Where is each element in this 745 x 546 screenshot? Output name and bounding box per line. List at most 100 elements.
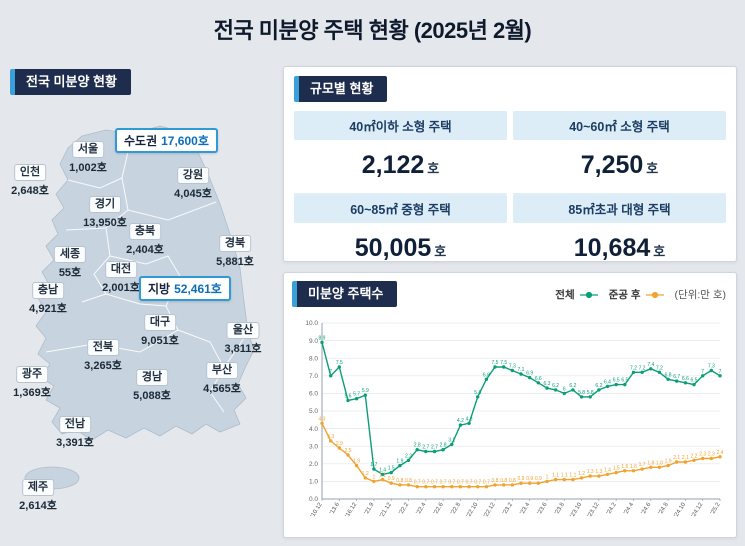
svg-text:4.0: 4.0 [309,426,318,433]
svg-text:'24.8: '24.8 [658,501,670,516]
svg-text:0.7: 0.7 [474,480,481,486]
svg-text:7: 7 [701,369,704,375]
map-panel: 전국 미분양 현황 [8,66,280,544]
svg-text:3.3: 3.3 [327,434,334,440]
svg-text:0.7: 0.7 [414,480,421,486]
svg-text:1.9: 1.9 [665,459,672,465]
svg-text:5.0: 5.0 [309,408,318,415]
legend-marker-completed-icon [645,291,664,298]
svg-text:'23.2: '23.2 [502,501,514,516]
svg-text:1.7: 1.7 [639,462,646,468]
svg-text:'24.2: '24.2 [606,501,618,516]
svg-text:2.1: 2.1 [673,455,680,461]
svg-text:'22.4: '22.4 [416,501,428,516]
svg-text:1.8: 1.8 [656,460,663,466]
svg-text:5.8: 5.8 [578,390,585,396]
size-panel-header: 규모별 현황 [294,76,388,102]
svg-text:7.2: 7.2 [656,365,663,371]
size-cell-value-3: 10,684 호 [513,223,726,277]
svg-text:6.8: 6.8 [665,372,672,378]
svg-text:1.4: 1.4 [604,467,611,473]
size-cell-value-2: 50,005 호 [294,223,507,277]
svg-text:6.0: 6.0 [309,391,318,398]
svg-text:'22.8: '22.8 [450,501,462,516]
chart-legend: 전체 준공 후 (단위:만 호) [555,281,728,302]
svg-text:0.9: 0.9 [388,476,395,482]
svg-text:3.0: 3.0 [309,443,318,450]
svg-text:'22.2: '22.2 [398,501,410,516]
svg-text:6.6: 6.6 [535,376,542,382]
svg-text:10.0: 10.0 [305,320,318,327]
svg-text:'24.10: '24.10 [673,501,687,518]
svg-text:1.2: 1.2 [578,471,585,477]
svg-text:1: 1 [373,474,376,480]
svg-text:1.1: 1.1 [569,473,576,479]
svg-text:2.1: 2.1 [682,455,689,461]
svg-text:6.5: 6.5 [621,378,628,384]
size-grid: 40㎡이하 소형 주택 40~60㎡ 소형 주택 2,122 호 7,250 호 6… [294,111,726,277]
svg-text:'21.12: '21.12 [379,501,393,518]
svg-text:2.2: 2.2 [691,453,698,459]
svg-text:6.8: 6.8 [483,372,490,378]
size-cell-label-3: 85㎡초과 대형 주택 [513,194,726,223]
svg-text:2.7: 2.7 [422,445,429,451]
svg-text:7: 7 [329,369,332,375]
svg-text:0.8: 0.8 [509,478,516,484]
svg-text:'24.6: '24.6 [641,501,653,516]
svg-text:6.6: 6.6 [682,376,689,382]
size-cell-label-1: 40~60㎡ 소형 주택 [513,111,726,140]
korea-map [24,125,255,490]
svg-text:6.5: 6.5 [613,378,620,384]
size-cell-unit: 호 [427,161,440,176]
map-panel-header: 전국 미분양 현황 [10,69,131,95]
svg-text:1.3: 1.3 [587,469,594,475]
svg-text:0.8: 0.8 [492,478,499,484]
svg-text:7.4: 7.4 [647,362,654,368]
svg-text:0.8: 0.8 [500,478,507,484]
svg-text:7.3: 7.3 [708,364,715,370]
svg-text:8.0: 8.0 [309,355,318,362]
svg-text:1.1: 1.1 [552,473,559,479]
size-cell-unit: 호 [646,161,659,176]
svg-text:1.0: 1.0 [309,479,318,486]
size-cell-value-0: 2,122 호 [294,140,507,194]
svg-text:'25.2: '25.2 [710,501,722,516]
svg-text:'23.4: '23.4 [519,501,531,516]
svg-text:6: 6 [563,386,566,392]
legend-marker-total-icon [579,291,598,298]
svg-text:'22.10: '22.10 [466,501,480,518]
svg-text:1.1: 1.1 [379,473,386,479]
svg-text:6.9: 6.9 [526,371,533,377]
svg-text:'23.8: '23.8 [554,501,566,516]
svg-text:6.2: 6.2 [569,383,576,389]
svg-text:4.3: 4.3 [466,416,473,422]
size-cell-unit: 호 [434,244,447,259]
svg-text:5.8: 5.8 [474,390,481,396]
svg-text:0.7: 0.7 [483,480,490,486]
svg-text:7.2: 7.2 [630,365,637,371]
svg-text:1.8: 1.8 [647,460,654,466]
svg-text:'24.12: '24.12 [691,501,705,518]
svg-text:2.3: 2.3 [708,452,715,458]
svg-text:1.6: 1.6 [621,464,628,470]
svg-text:2.2: 2.2 [405,453,412,459]
svg-text:3.1: 3.1 [448,437,455,443]
size-cell-number: 7,250 [580,151,644,179]
svg-text:'24.4: '24.4 [623,501,635,516]
svg-text:5.9: 5.9 [362,388,369,394]
svg-text:2.5: 2.5 [345,448,352,454]
svg-text:2.7: 2.7 [431,445,438,451]
svg-text:7.2: 7.2 [639,365,646,371]
svg-text:'23.10: '23.10 [570,501,584,518]
svg-text:7.5: 7.5 [492,360,499,366]
svg-text:4.2: 4.2 [457,418,464,424]
chart-unit-note: (단위:만 호) [674,289,726,301]
legend-item-completed: 준공 후 [609,287,665,302]
svg-text:5.8: 5.8 [587,390,594,396]
legend-item-total: 전체 [555,287,598,302]
size-cell-number: 50,005 [354,234,432,262]
korea-mainland-shape [35,125,255,441]
svg-text:0.7: 0.7 [440,480,447,486]
svg-text:1.5: 1.5 [613,466,620,472]
